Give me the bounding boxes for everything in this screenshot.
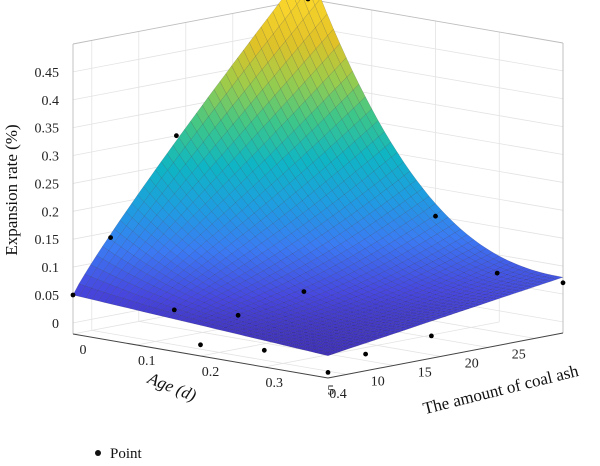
age-axis-line bbox=[327, 332, 564, 379]
surface-patch bbox=[332, 348, 347, 352]
data-point bbox=[305, 0, 311, 2]
gridline bbox=[91, 330, 347, 375]
data-point bbox=[261, 347, 267, 353]
x-tick-label: 0 bbox=[80, 343, 87, 358]
surface-patch bbox=[320, 352, 335, 356]
z-axis-label: Expansion rate (%) bbox=[2, 124, 21, 255]
x-axis-label: The amount of coal ash bbox=[421, 361, 581, 418]
surface-patch bbox=[533, 281, 546, 286]
y-tick-label: 5 bbox=[327, 383, 334, 398]
legend-label: Point bbox=[110, 446, 143, 462]
z-tick-label: 0.3 bbox=[42, 150, 60, 165]
y-tick-label: 25 bbox=[512, 347, 526, 362]
data-point bbox=[429, 333, 434, 339]
data-point bbox=[433, 213, 438, 219]
z-tick-label: 0.45 bbox=[35, 66, 60, 81]
legend: Point bbox=[95, 446, 143, 462]
gridline bbox=[138, 321, 394, 366]
y-tick-label: 10 bbox=[371, 374, 385, 389]
y-axis-label: Age (d) bbox=[144, 368, 199, 405]
surface-patch bbox=[362, 338, 376, 343]
surface-patch bbox=[403, 325, 417, 329]
data-point bbox=[70, 292, 76, 298]
surface-patch bbox=[294, 0, 301, 5]
data-point bbox=[108, 235, 113, 241]
surface-patch bbox=[509, 290, 522, 294]
wall-edge bbox=[311, 0, 564, 44]
data-point bbox=[325, 370, 331, 375]
data-points bbox=[70, 0, 566, 375]
y-tick-label: 20 bbox=[465, 356, 479, 371]
wall-edge bbox=[72, 0, 306, 45]
surface-patch bbox=[521, 286, 534, 290]
x-tick-label: 0.3 bbox=[266, 376, 284, 391]
data-point bbox=[494, 270, 500, 276]
data-point bbox=[363, 351, 368, 357]
data-point bbox=[301, 289, 307, 294]
y-tick-label: 15 bbox=[418, 365, 432, 380]
data-point bbox=[174, 133, 179, 139]
z-tick-label: 0.25 bbox=[35, 177, 60, 192]
surface-mesh bbox=[72, 0, 564, 356]
z-tick-label: 0.35 bbox=[35, 122, 60, 137]
x-tick-label: 0.4 bbox=[329, 387, 347, 402]
x-tick-label: 0.1 bbox=[138, 354, 156, 369]
data-point bbox=[198, 342, 203, 348]
surface-patch bbox=[527, 283, 540, 288]
surface-patch bbox=[538, 279, 552, 284]
ash-axis-line bbox=[72, 333, 329, 379]
z-tick-label: 0.1 bbox=[42, 261, 60, 276]
surface-patch bbox=[503, 292, 517, 296]
z-tick-label: 0.4 bbox=[42, 94, 60, 109]
data-point bbox=[560, 280, 566, 286]
z-tick-label: 0 bbox=[52, 317, 59, 332]
z-tick-label: 0.05 bbox=[35, 289, 60, 304]
data-point bbox=[171, 307, 177, 313]
gridline bbox=[264, 321, 500, 368]
z-tick-label: 0.2 bbox=[42, 205, 60, 220]
data-point bbox=[235, 312, 241, 318]
axis-ticks: 0 0.05 0.1 0.15 0.2 0.25 0.3 0.35 0.4 0.45 5 10 15 20… bbox=[35, 66, 526, 402]
z-tick-label: 0.15 bbox=[35, 233, 60, 248]
surface-patch bbox=[544, 277, 558, 282]
x-tick-label: 0.2 bbox=[202, 365, 220, 380]
legend-marker bbox=[95, 450, 101, 456]
